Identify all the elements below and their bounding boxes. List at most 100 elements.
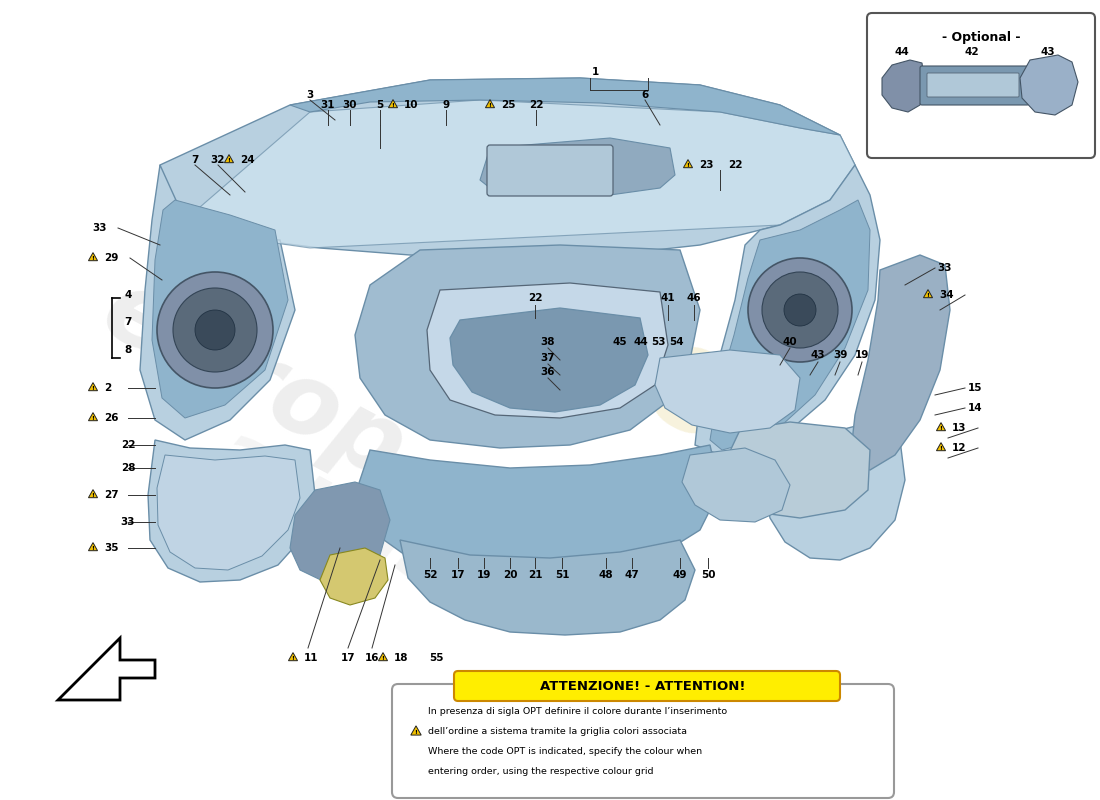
- Polygon shape: [936, 422, 946, 430]
- Circle shape: [173, 288, 257, 372]
- Polygon shape: [654, 350, 800, 433]
- Text: 25: 25: [500, 100, 516, 110]
- Polygon shape: [290, 78, 840, 135]
- Text: 27: 27: [104, 490, 119, 500]
- Text: 30: 30: [343, 100, 358, 110]
- Polygon shape: [882, 60, 925, 112]
- Text: 53: 53: [651, 337, 666, 347]
- Polygon shape: [695, 165, 880, 455]
- Text: 38: 38: [541, 337, 556, 347]
- Polygon shape: [450, 308, 648, 412]
- Text: 21: 21: [528, 570, 542, 580]
- Text: !: !: [91, 546, 95, 551]
- Polygon shape: [427, 283, 668, 418]
- Text: In presenza di sigla OPT definire il colore durante l’inserimento: In presenza di sigla OPT definire il col…: [428, 707, 727, 717]
- Text: !: !: [926, 293, 929, 298]
- Circle shape: [195, 310, 235, 350]
- Circle shape: [157, 272, 273, 388]
- Text: 34: 34: [939, 290, 954, 300]
- Text: 39: 39: [833, 350, 847, 360]
- Text: 31: 31: [321, 100, 336, 110]
- Text: Where the code OPT is indicated, specify the colour when: Where the code OPT is indicated, specify…: [428, 747, 702, 757]
- Text: 28: 28: [121, 463, 135, 473]
- Text: 47: 47: [625, 570, 639, 580]
- Text: 22: 22: [121, 440, 135, 450]
- Polygon shape: [148, 440, 315, 582]
- Text: 22: 22: [528, 293, 542, 303]
- Text: 4: 4: [124, 290, 132, 300]
- Text: 33: 33: [92, 223, 108, 233]
- Polygon shape: [88, 382, 98, 390]
- Text: europ: europ: [85, 261, 421, 501]
- Text: 8: 8: [124, 345, 132, 355]
- Text: 16: 16: [365, 653, 380, 663]
- Text: 26: 26: [104, 413, 119, 423]
- Text: 54: 54: [670, 337, 684, 347]
- Text: 22: 22: [728, 160, 743, 170]
- Polygon shape: [710, 200, 870, 450]
- Text: !: !: [91, 256, 95, 261]
- Text: 1: 1: [592, 67, 598, 77]
- Text: 7: 7: [191, 155, 199, 165]
- Polygon shape: [485, 100, 495, 108]
- FancyBboxPatch shape: [392, 684, 894, 798]
- Text: 35: 35: [104, 543, 119, 553]
- Polygon shape: [185, 100, 855, 248]
- Text: 17: 17: [341, 653, 355, 663]
- Text: !: !: [392, 103, 395, 108]
- Text: 36: 36: [541, 367, 556, 377]
- Text: 50: 50: [701, 570, 715, 580]
- Polygon shape: [400, 540, 695, 635]
- Polygon shape: [936, 442, 946, 450]
- Polygon shape: [157, 455, 300, 570]
- Text: 18: 18: [394, 653, 408, 663]
- Polygon shape: [88, 253, 98, 261]
- Text: 45: 45: [613, 337, 627, 347]
- Polygon shape: [355, 245, 700, 448]
- Text: entering order, using the respective colour grid: entering order, using the respective col…: [428, 767, 653, 777]
- FancyBboxPatch shape: [454, 671, 840, 701]
- Text: 33: 33: [121, 517, 135, 527]
- Polygon shape: [224, 154, 233, 162]
- FancyBboxPatch shape: [927, 73, 1019, 97]
- Polygon shape: [88, 542, 98, 550]
- Text: 22: 22: [529, 100, 543, 110]
- Text: 14: 14: [968, 403, 982, 413]
- FancyBboxPatch shape: [920, 66, 1028, 105]
- Text: 10: 10: [404, 100, 418, 110]
- Text: 15: 15: [968, 383, 982, 393]
- Circle shape: [784, 294, 816, 326]
- Polygon shape: [160, 78, 855, 258]
- Polygon shape: [388, 100, 397, 108]
- Polygon shape: [410, 726, 421, 735]
- Circle shape: [762, 272, 838, 348]
- Text: 43: 43: [811, 350, 825, 360]
- Polygon shape: [152, 200, 288, 418]
- Text: !: !: [91, 493, 95, 498]
- Polygon shape: [355, 445, 720, 575]
- Text: 33: 33: [937, 263, 953, 273]
- Polygon shape: [1020, 55, 1078, 115]
- FancyBboxPatch shape: [487, 145, 613, 196]
- Text: 6: 6: [641, 90, 649, 100]
- Text: - Optional -: - Optional -: [942, 31, 1021, 45]
- Text: !: !: [91, 386, 95, 391]
- Text: !: !: [382, 656, 384, 661]
- Circle shape: [748, 258, 852, 362]
- Text: a pas: a pas: [200, 413, 468, 608]
- Text: 17: 17: [451, 570, 465, 580]
- FancyBboxPatch shape: [867, 13, 1094, 158]
- Text: 29: 29: [104, 253, 119, 263]
- Text: 20: 20: [503, 570, 517, 580]
- Text: 46: 46: [686, 293, 702, 303]
- Text: !: !: [292, 656, 295, 661]
- Text: 41: 41: [661, 293, 675, 303]
- Polygon shape: [722, 422, 870, 518]
- Polygon shape: [378, 653, 387, 661]
- Text: 13: 13: [952, 423, 967, 433]
- Text: !: !: [91, 416, 95, 421]
- Text: 885: 885: [560, 300, 815, 503]
- Text: 37: 37: [541, 353, 556, 363]
- Text: !: !: [939, 446, 943, 451]
- Text: 48: 48: [598, 570, 614, 580]
